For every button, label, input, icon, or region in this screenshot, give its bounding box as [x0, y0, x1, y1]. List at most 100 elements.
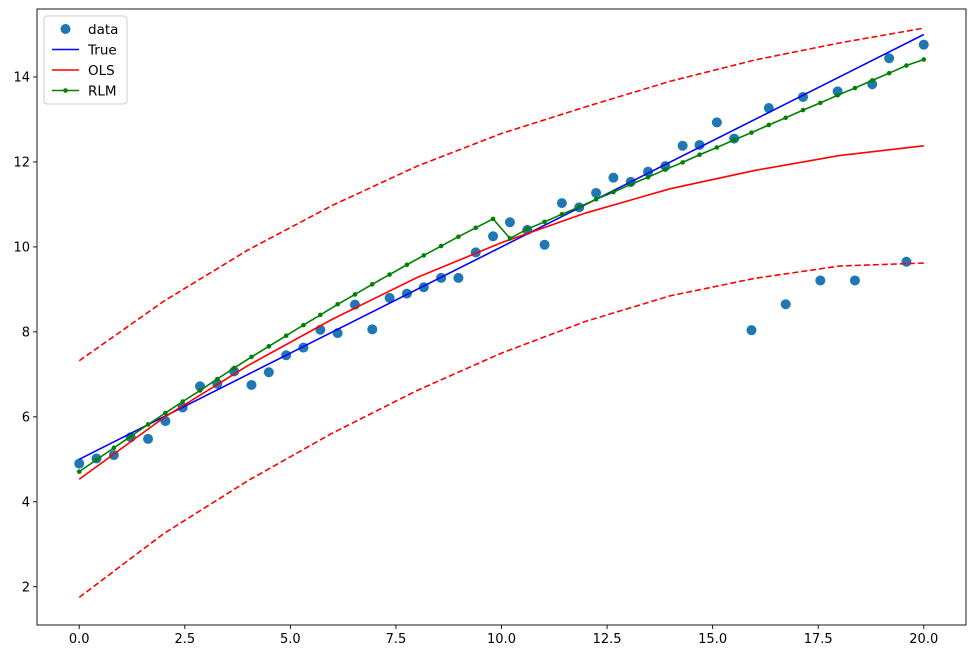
data-point [384, 292, 395, 303]
legend: data True OLS RLM [43, 15, 128, 105]
data-point [901, 256, 912, 267]
legend-box [43, 15, 128, 105]
rlm-point [921, 57, 927, 62]
legend-label: RLM [88, 84, 117, 100]
data-point [367, 324, 378, 335]
rlm-point [76, 469, 82, 474]
data-point [488, 231, 499, 242]
series-layer [74, 27, 929, 599]
data-point [815, 275, 826, 286]
x-tick-label: 0.0 [69, 632, 90, 647]
rlm-point [197, 388, 203, 393]
legend-label: True [87, 43, 117, 59]
y-tick-label: 4 [22, 495, 30, 510]
data-point [591, 187, 602, 198]
x-tick-label: 12.5 [593, 632, 622, 647]
rlm-point [766, 122, 772, 128]
ols-lower-bound-line [78, 262, 924, 599]
rlm-point [714, 145, 720, 150]
rlm-point [507, 236, 513, 241]
rlm-point [111, 445, 117, 451]
data-point [504, 217, 515, 228]
data-point [677, 140, 688, 151]
rlm-point [231, 365, 237, 371]
rlm-point [404, 262, 410, 268]
rlm-point [301, 322, 306, 328]
rlm-point [886, 70, 892, 76]
rlm-point [869, 78, 875, 83]
rlm-point [663, 167, 668, 172]
y-tick-label: 10 [13, 240, 30, 255]
data-point [849, 275, 860, 286]
x-tick-label: 20.0 [909, 632, 938, 647]
rlm-point [749, 130, 754, 135]
data-point [556, 198, 567, 209]
rlm-point [335, 301, 340, 307]
rlm-point [421, 253, 427, 258]
y-tick-label: 8 [22, 325, 30, 340]
y-tick-label: 14 [13, 70, 30, 85]
y-tick-label: 2 [22, 580, 30, 595]
rlm-point [697, 152, 702, 158]
rlm-point [352, 292, 358, 297]
rlm-point [266, 344, 272, 349]
rlm-point [559, 211, 565, 217]
rlm-point [542, 219, 547, 225]
legend-marker-data [60, 24, 71, 34]
legend-item-rlm: RLM [52, 84, 117, 100]
x-tick-label: 5.0 [280, 632, 301, 647]
rlm-point [456, 234, 461, 240]
rlm-line [78, 58, 925, 473]
ols-line [78, 144, 924, 480]
rlm-point [318, 312, 323, 318]
data-point [694, 139, 705, 150]
data-point [539, 239, 550, 250]
rlm-point [94, 457, 99, 463]
x-tick-label: 7.5 [386, 632, 407, 647]
rlm-point [800, 107, 806, 113]
axes-layer: 0.0 2.5 5.0 7.5 10.0 12.5 15.0 17.5 20.0 2 4 6 8 10 12… [13, 8, 967, 647]
rlm-point [852, 85, 858, 91]
true-line [78, 33, 925, 461]
legend-item-ols: OLS [52, 63, 115, 79]
rlm-point [369, 281, 375, 287]
y-tick-label: 12 [13, 155, 30, 170]
rlm-point [680, 160, 685, 165]
rlm-point [490, 216, 496, 222]
rlm-point [524, 226, 530, 232]
y-tick-label: 6 [22, 410, 30, 425]
rlm-point [145, 422, 151, 427]
legend-item-true: True [52, 43, 117, 59]
data-point [263, 367, 274, 378]
data-point [918, 39, 929, 50]
legend-item-data: data [60, 22, 118, 38]
rlm-point [576, 204, 582, 210]
x-tick-label: 10.0 [487, 632, 516, 647]
x-tick-label: 15.0 [698, 632, 727, 647]
data-point [608, 172, 619, 183]
rlm-point [249, 354, 254, 360]
legend-label: OLS [88, 63, 115, 79]
rlm-point [628, 182, 634, 187]
rlm-point [215, 376, 220, 382]
data-point [246, 379, 257, 390]
legend-marker-rlm [63, 88, 68, 93]
rlm-point [783, 115, 788, 121]
data-point [884, 53, 895, 64]
rlm-point [645, 174, 651, 180]
rlm-point [904, 63, 909, 68]
rlm-point [835, 92, 840, 98]
ols-upper-bound-line [78, 27, 924, 362]
data-point [711, 117, 722, 128]
x-tick-label: 2.5 [174, 632, 195, 647]
rlm-point [818, 100, 823, 106]
data-point [746, 325, 757, 336]
data-point [453, 272, 464, 283]
rlm-point [163, 410, 168, 416]
rlm-point [438, 243, 444, 249]
rlm-point [283, 333, 289, 338]
x-tick-label: 17.5 [804, 632, 833, 647]
rlm-point [611, 189, 616, 195]
